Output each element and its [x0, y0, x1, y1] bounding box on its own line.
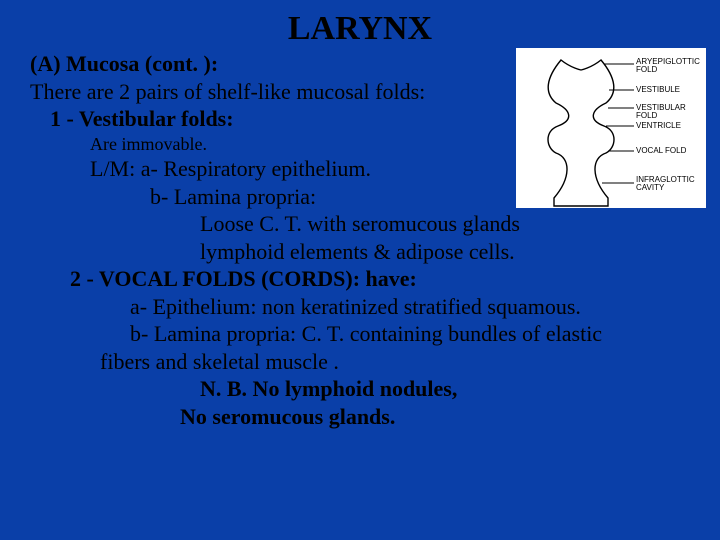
vocal-heading: 2 - VOCAL FOLDS (CORDS): have: [30, 265, 690, 293]
page-title: LARYNX [0, 0, 720, 50]
lm-b-detail2: lymphoid elements & adipose cells. [30, 238, 690, 266]
label-ventricle: VENTRICLE [636, 122, 681, 130]
vocal-b: b- Lamina propria: C. T. containing bund… [30, 320, 690, 348]
lm-b-detail1: Loose C. T. with seromucous glands [30, 210, 690, 238]
larynx-diagram: ARYEPIGLOTTICFOLD VESTIBULE VESTIBULAR F… [516, 48, 706, 208]
label-infraglottic: INFRAGLOTTICCAVITY [636, 176, 695, 193]
vocal-b-cont: fibers and skeletal muscle . [30, 348, 690, 376]
nb-line2: No seromucous glands. [30, 403, 690, 431]
label-vestibule: VESTIBULE [636, 86, 680, 94]
label-vocal-fold: VOCAL FOLD [636, 147, 686, 155]
nb-line1: N. B. No lymphoid nodules, [30, 375, 690, 403]
label-aryepiglottic: ARYEPIGLOTTICFOLD [636, 58, 700, 75]
vocal-a: a- Epithelium: non keratinized stratifie… [30, 293, 690, 321]
label-vestibular-fold: VESTIBULAR FOLD [636, 104, 706, 121]
